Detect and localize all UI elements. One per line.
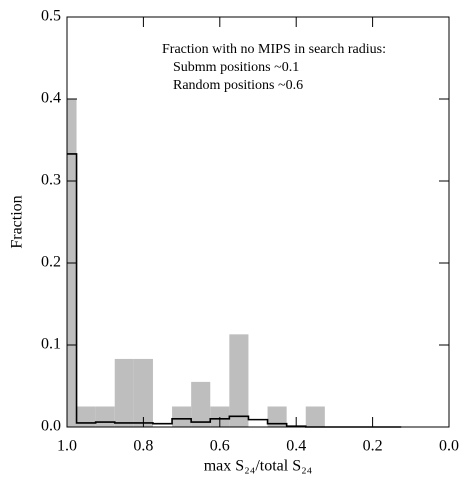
y-axis-label: Fraction (9, 195, 26, 248)
plot-frame (66, 16, 450, 428)
histogram-bar (305, 406, 325, 427)
y-tick-label: 0.4 (41, 90, 61, 107)
annotation: Fraction with no MIPS in search radius: (162, 42, 386, 57)
x-tick-label: 1.0 (57, 438, 77, 455)
x-tick-label: 0.4 (286, 438, 306, 455)
histogram-bar (76, 406, 96, 427)
histogram-bar (267, 406, 287, 427)
y-tick-label: 0.2 (41, 254, 61, 271)
x-tick-label: 0.2 (363, 438, 383, 455)
annotation: Random positions ~0.6 (173, 78, 303, 93)
histogram-bar (191, 381, 211, 427)
annotation: Submm positions ~0.1 (173, 60, 299, 75)
x-axis-label: max S₂₄/total S₂₄ (204, 458, 313, 475)
x-tick-label: 0.8 (133, 438, 153, 455)
histogram-bar (114, 358, 134, 427)
y-tick-label: 0.5 (41, 8, 61, 25)
histogram-bar (95, 406, 115, 427)
x-tick-label: 0.6 (210, 438, 230, 455)
histogram-bar (133, 358, 153, 427)
x-tick-label: 0.0 (439, 438, 459, 455)
histogram-bar (172, 406, 192, 427)
y-tick-label: 0.0 (41, 418, 61, 435)
step-line (67, 153, 402, 428)
histogram-bar (210, 406, 230, 427)
histogram-bar (229, 334, 249, 427)
y-tick-label: 0.1 (41, 336, 61, 353)
y-tick-label: 0.3 (41, 172, 61, 189)
